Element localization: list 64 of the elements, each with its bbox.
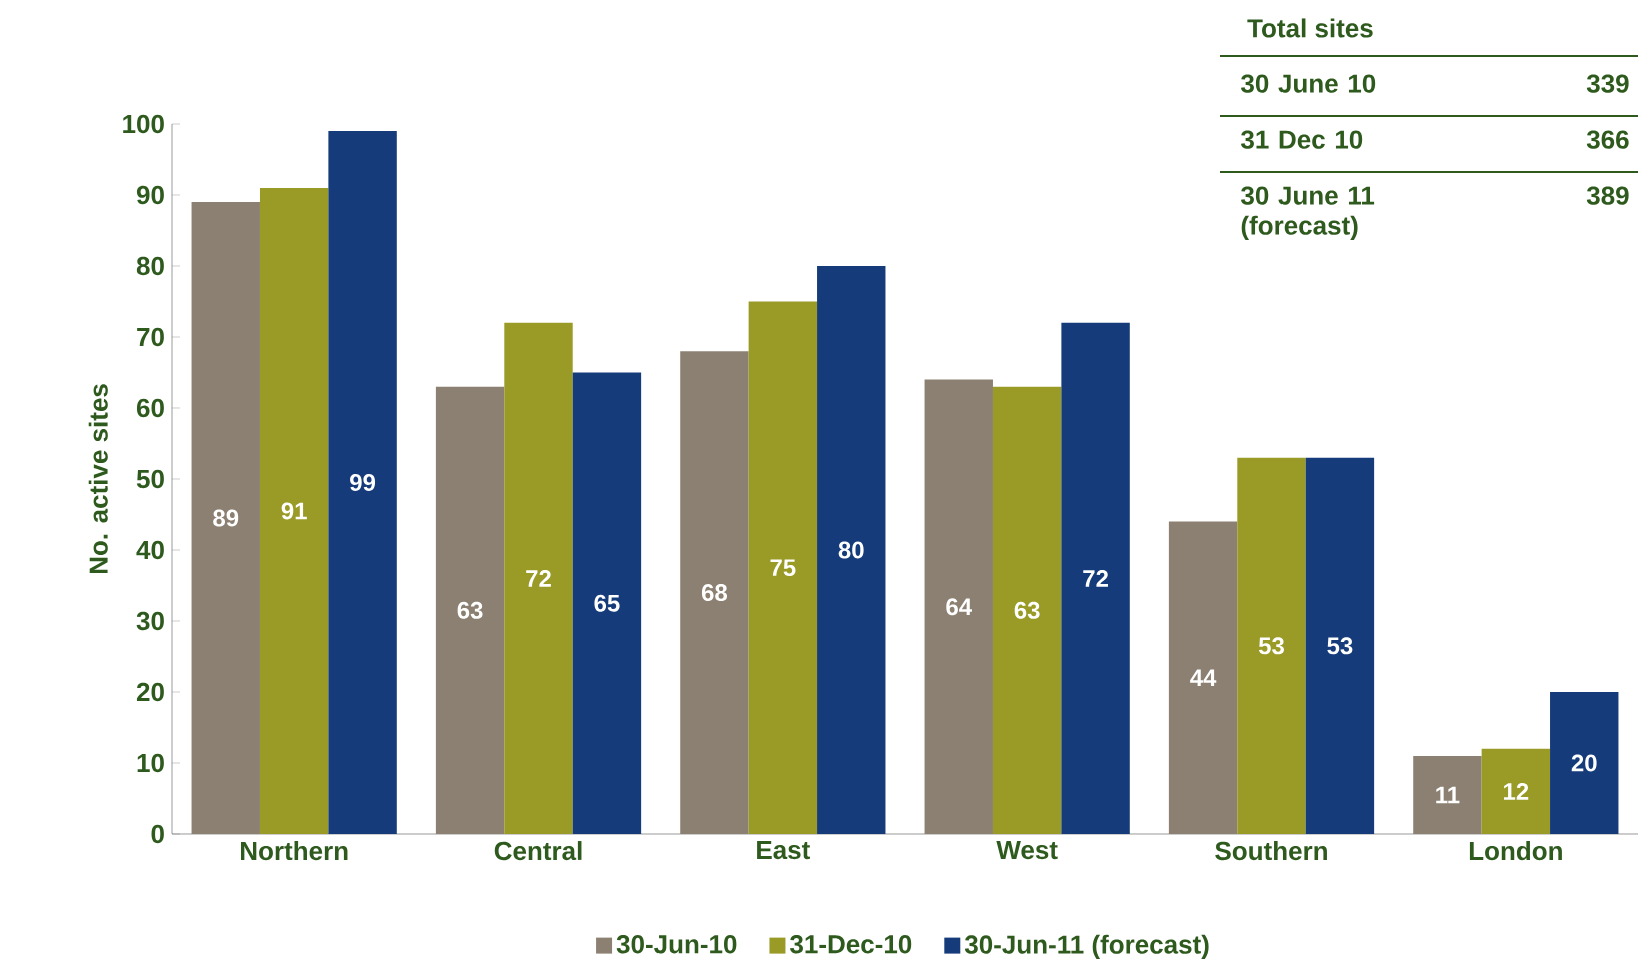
bar xyxy=(1550,691,1619,834)
data-label: 72 xyxy=(1083,570,1108,587)
data-label: 11 xyxy=(1436,786,1460,804)
y-tick-label: 100 xyxy=(123,114,164,134)
y-tick-label: 30 xyxy=(136,611,164,631)
bar xyxy=(191,202,260,834)
x-tick-label: East xyxy=(757,841,810,860)
x-tick-label: West xyxy=(996,841,1058,860)
bar xyxy=(572,372,642,834)
y-tick-label: 70 xyxy=(137,327,164,347)
legend-label: 30-Jun-11 (forecast) xyxy=(964,934,1209,959)
data-label: 20 xyxy=(1571,754,1597,772)
y-tick-label: 10 xyxy=(137,753,164,773)
x-tick-label: Northern xyxy=(241,841,348,861)
annotation: 366 xyxy=(1586,130,1629,149)
data-label: 80 xyxy=(838,541,864,559)
bar xyxy=(1305,457,1375,834)
legend-label: 31-Dec-10 xyxy=(790,935,912,954)
x-tick-label: London xyxy=(1469,841,1562,861)
data-label: 63 xyxy=(457,601,483,619)
bar xyxy=(1061,322,1130,834)
bar xyxy=(328,131,397,834)
data-label: 65 xyxy=(594,594,620,612)
y-tick-label: 50 xyxy=(136,469,164,489)
legend-label: 30-Jun-10 xyxy=(616,935,737,954)
annotation: 30 June 11 (forecast) xyxy=(1241,186,1375,240)
y-tick-label: 40 xyxy=(136,540,164,560)
bar xyxy=(504,322,573,834)
data-label: 91 xyxy=(281,502,307,520)
annotation: 389 xyxy=(1586,186,1629,205)
bar xyxy=(1168,521,1238,834)
y-tick-label: 90 xyxy=(136,185,164,205)
bar xyxy=(435,386,505,834)
bar xyxy=(259,187,329,834)
x-tick-label: Central xyxy=(494,841,582,861)
text: Total sites xyxy=(1247,18,1373,38)
data-label: 63 xyxy=(1014,601,1040,619)
data-label: 75 xyxy=(770,559,796,577)
y-axis-title: No. active sites xyxy=(88,384,108,574)
y-tick-label: 60 xyxy=(136,398,164,418)
bar xyxy=(1481,748,1551,834)
bar xyxy=(1237,457,1306,834)
bar xyxy=(1413,755,1482,834)
bar xyxy=(680,351,749,834)
bar xyxy=(924,379,993,834)
data-label: 72 xyxy=(526,570,551,587)
data-label: 89 xyxy=(213,509,239,527)
text: 30 June 10 xyxy=(1241,74,1376,93)
y-tick-label: 0 xyxy=(151,824,164,844)
data-label: 68 xyxy=(701,584,728,602)
annotation: 31 Dec 10 xyxy=(1241,130,1363,149)
data-label: 53 xyxy=(1258,637,1284,655)
data-label: 64 xyxy=(946,598,972,616)
data-label: 44 xyxy=(1190,669,1217,687)
bar xyxy=(748,301,818,834)
data-label: 12 xyxy=(1504,783,1529,800)
x-tick-label: Southern xyxy=(1215,841,1327,861)
y-tick-label: 80 xyxy=(136,256,164,276)
data-label: 53 xyxy=(1327,637,1353,655)
data-label: 99 xyxy=(350,474,376,492)
y-tick-label: 20 xyxy=(136,682,164,702)
text: 339 xyxy=(1586,74,1629,93)
bar xyxy=(992,386,1062,834)
bar xyxy=(817,265,886,834)
